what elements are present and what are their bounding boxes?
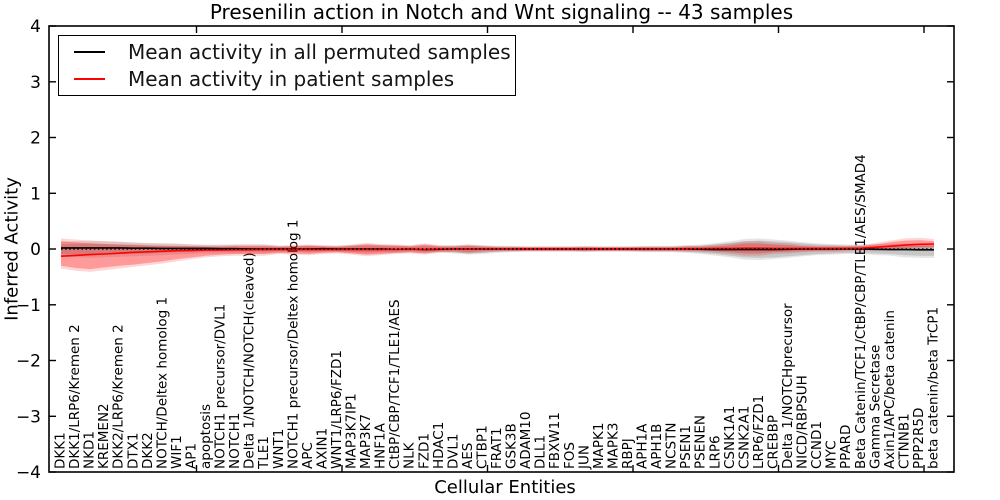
x-tick-label: PSENEN — [693, 415, 709, 469]
x-tick-label: KREMEN2 — [96, 403, 112, 469]
x-tick-label: Axin1/APC/beta catenin — [882, 310, 898, 469]
patient-mean-line — [60, 243, 935, 257]
y-tick-label: 3 — [30, 73, 41, 93]
x-tick-label: APC — [300, 442, 316, 469]
x-tick-label: CREBBP — [766, 415, 782, 469]
x-tick-label: MAPK1 — [591, 423, 607, 469]
x-tick-label: NICD/RBPSUH — [795, 375, 811, 469]
x-tick-label: DKK2 — [140, 432, 156, 469]
x-tick-label: CTBP1 — [475, 425, 491, 469]
x-tick-label: HDAC1 — [431, 422, 447, 469]
x-tick-label: NOTCH1 precursor/DVL1 — [213, 304, 229, 469]
legend-label-permuted: Mean activity in all permuted samples — [128, 40, 511, 65]
x-tick-label: Gamma Secretase — [867, 345, 883, 469]
chart-title: Presenilin action in Notch and Wnt signa… — [209, 0, 794, 24]
y-tick-label: 1 — [30, 184, 41, 204]
x-tick-label: ADAM10 — [518, 412, 534, 469]
x-tick-label: MYC — [824, 440, 840, 469]
x-tick-label: CCND1 — [809, 421, 825, 469]
x-tick-label: NCSTN — [664, 423, 680, 469]
legend: Mean activity in all permuted samples Me… — [58, 35, 516, 96]
x-tick-label: beta catenin/beta TrCP1 — [926, 307, 942, 469]
x-tick-label: JUN — [576, 445, 592, 470]
patient-band-inner — [61, 240, 934, 270]
x-tick-label: APH1B — [649, 424, 665, 469]
x-tick-label: Delta 1/NOTCH/NOTCH(cleaved) — [242, 252, 258, 469]
x-tick-label: DKK2/LRP6/Kremen 2 — [111, 324, 127, 469]
x-tick-label: DVL1 — [445, 433, 461, 469]
x-tick-label: MAPK3 — [605, 423, 621, 469]
x-tick-label: FZD1 — [416, 433, 432, 469]
y-tick-label: −4 — [16, 463, 41, 483]
x-tick-label: WNT1/LRP6/FZD1 — [329, 350, 345, 469]
x-tick-label: APH1A — [635, 423, 651, 469]
x-tick-label: NOTCH1 precursor/Deltex homolog 1 — [285, 220, 301, 469]
x-tick-label: LRP6/FZD1 — [751, 395, 767, 469]
x-tick-label: AES — [460, 443, 476, 469]
x-axis-label: Cellular Entities — [434, 477, 576, 498]
x-tick-label: Delta 1/NOTCHprecursor — [780, 303, 796, 469]
x-tick-label: GSK3B — [504, 423, 520, 469]
x-tick-label: CSNK1A1 — [722, 406, 738, 469]
x-tick-label: CTNNB1 — [896, 413, 912, 469]
x-tick-label: PSEN1 — [678, 425, 694, 469]
x-tick-label: DKK1 — [53, 432, 69, 469]
x-tick-label: RBPJ — [620, 438, 636, 469]
x-tick-label: PPP2R5D — [911, 408, 927, 469]
x-tick-label: FRAT1 — [489, 427, 505, 469]
y-tick-label: 2 — [30, 128, 41, 148]
legend-item-patient: Mean activity in patient samples — [59, 69, 515, 89]
y-tick-label: −2 — [16, 351, 41, 371]
x-tick-label: MAP3K7IP1 — [344, 393, 360, 469]
x-tick-label: HNF1A — [373, 422, 389, 469]
legend-item-permuted: Mean activity in all permuted samples — [59, 42, 515, 62]
legend-line-black-icon — [74, 51, 105, 54]
y-tick-label: −3 — [16, 407, 41, 427]
x-tick-label: NOTCH1 — [227, 413, 243, 469]
x-tick-label: apoptosis — [198, 404, 214, 469]
x-tick-label: CSNK2A1 — [736, 406, 752, 469]
x-tick-label: DKK1/LRP6/Kremen 2 — [67, 324, 83, 469]
y-tick-label: 4 — [30, 17, 41, 37]
x-tick-label: NKD1 — [82, 431, 98, 469]
y-tick-label: 0 — [30, 240, 41, 260]
legend-label-patient: Mean activity in patient samples — [128, 66, 455, 91]
legend-line-red-icon — [74, 77, 105, 80]
x-tick-label: Beta Catenin/TCF1/CtBP/CBP/TLE1/AES/SMAD… — [853, 154, 869, 469]
x-tick-label: FOS — [562, 442, 578, 469]
x-tick-label: PPARD — [838, 425, 854, 469]
x-tick-label: FBXW11 — [547, 412, 563, 469]
x-tick-label: NLK — [402, 441, 418, 469]
patient-band-outer — [61, 237, 934, 272]
x-tick-label: AXIN1 — [314, 428, 330, 469]
y-tick-label: −1 — [16, 296, 41, 316]
x-tick-label: TLE1 — [256, 436, 272, 470]
x-tick-label: AP1 — [184, 443, 200, 469]
x-tick-label: DTX1 — [125, 433, 141, 469]
x-tick-label: MAP3K7 — [358, 414, 374, 469]
x-tick-label: LRP6 — [707, 435, 723, 469]
x-tick-label: NOTCH/Deltex homolog 1 — [154, 297, 170, 469]
x-tick-label: WNT1 — [271, 429, 287, 469]
x-tick-label: WIF1 — [169, 435, 185, 469]
x-tick-label: CtBP/CBP/TCF1/TLE1/AES — [387, 299, 403, 469]
x-tick-label: DLL1 — [533, 435, 549, 469]
